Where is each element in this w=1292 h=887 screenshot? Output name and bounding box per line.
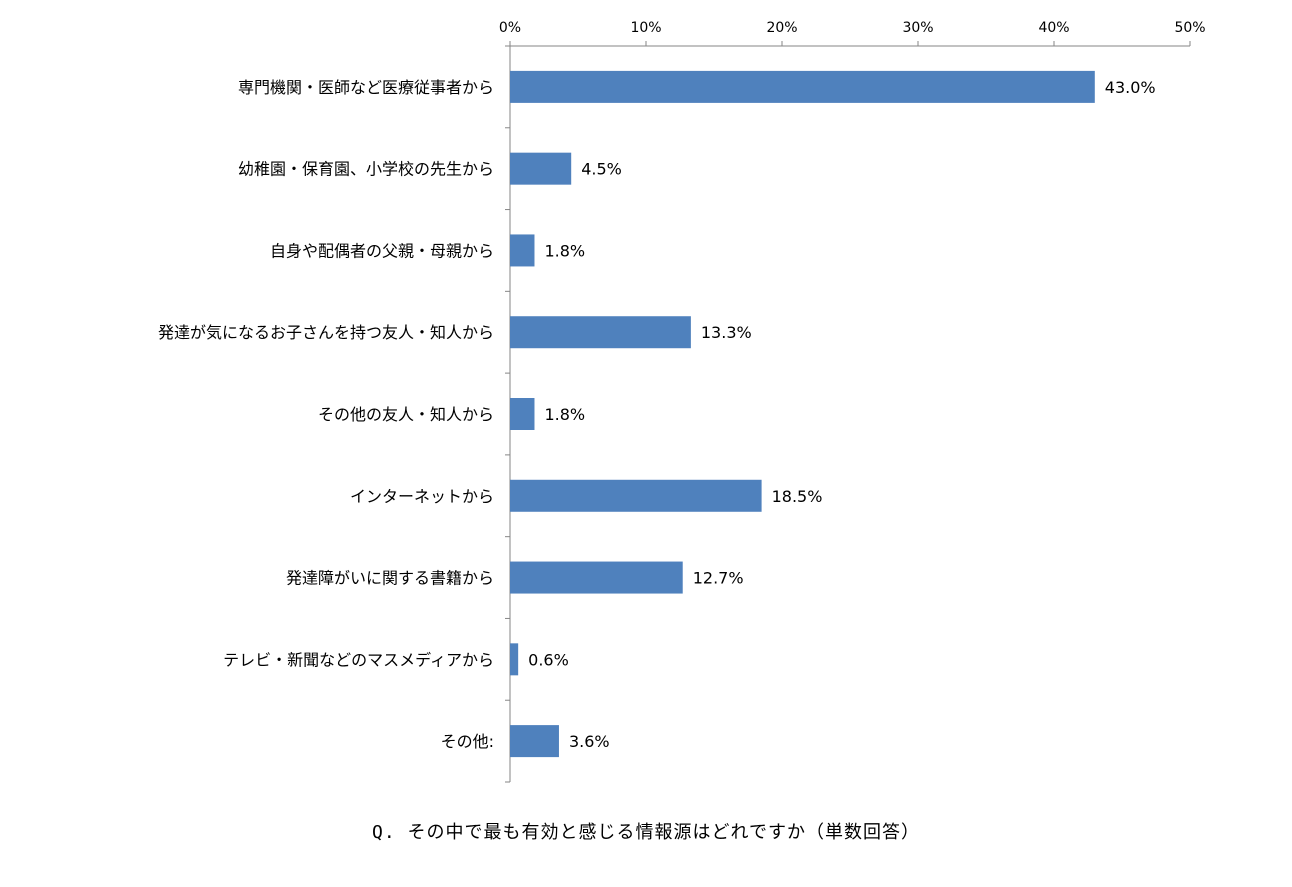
- x-axis: 0% 10% 20% 30% 40% 50%: [499, 20, 1206, 47]
- x-tick-label: 0%: [499, 20, 521, 36]
- bar: [510, 479, 762, 512]
- category-label: テレビ・新聞などのマスメディアから: [223, 650, 494, 669]
- data-labels: 43.0% 4.5% 1.8% 13.3% 1.8% 18.5% 12.7% 0.6% 3.6%: [528, 78, 1155, 751]
- data-label: 43.0%: [1105, 78, 1156, 97]
- category-label: 幼稚園・保育園、小学校の先生から: [238, 160, 494, 179]
- category-label: その他:: [441, 732, 494, 751]
- data-label: 18.5%: [772, 487, 823, 506]
- bar: [510, 643, 519, 676]
- x-tick-label: 30%: [902, 20, 933, 36]
- x-tick-label: 40%: [1038, 20, 1069, 36]
- bar: [510, 561, 683, 594]
- bar: [510, 398, 535, 430]
- x-tick-label: 10%: [630, 20, 661, 36]
- bars-group: [510, 70, 1095, 758]
- data-label: 12.7%: [693, 569, 744, 588]
- category-label: 専門機関・医師など医療従事者から: [238, 78, 494, 97]
- category-label: その他の友人・知人から: [318, 405, 494, 424]
- data-label: 0.6%: [528, 650, 569, 669]
- bar: [510, 152, 572, 185]
- chart-caption: Q. その中で最も有効と感じる情報源はどれですか（単数回答）: [372, 822, 920, 843]
- bar: [510, 234, 535, 267]
- data-label: 4.5%: [581, 160, 622, 179]
- category-label: 発達障がいに関する書籍から: [286, 569, 494, 588]
- bar: [510, 70, 1095, 103]
- bar-chart: 0% 10% 20% 30% 40% 50% 専門機関・医師など医療従事者から幼稚園・保育…: [158, 20, 1206, 783]
- data-label: 3.6%: [569, 732, 610, 751]
- x-tick-label: 20%: [766, 20, 797, 36]
- data-label: 1.8%: [544, 405, 585, 424]
- category-labels: 専門機関・医師など医療従事者から幼稚園・保育園、小学校の先生から自身や配偶者の父…: [158, 78, 494, 751]
- bar: [510, 725, 559, 758]
- category-label: 発達が気になるお子さんを持つ友人・知人から: [158, 323, 494, 342]
- data-label: 13.3%: [701, 323, 752, 342]
- y-axis: [505, 45, 511, 783]
- bar: [510, 316, 691, 349]
- x-tick-label: 50%: [1174, 20, 1205, 36]
- category-label: インターネットから: [350, 487, 494, 506]
- data-label: 1.8%: [544, 241, 585, 260]
- category-label: 自身や配偶者の父親・母親から: [270, 241, 494, 260]
